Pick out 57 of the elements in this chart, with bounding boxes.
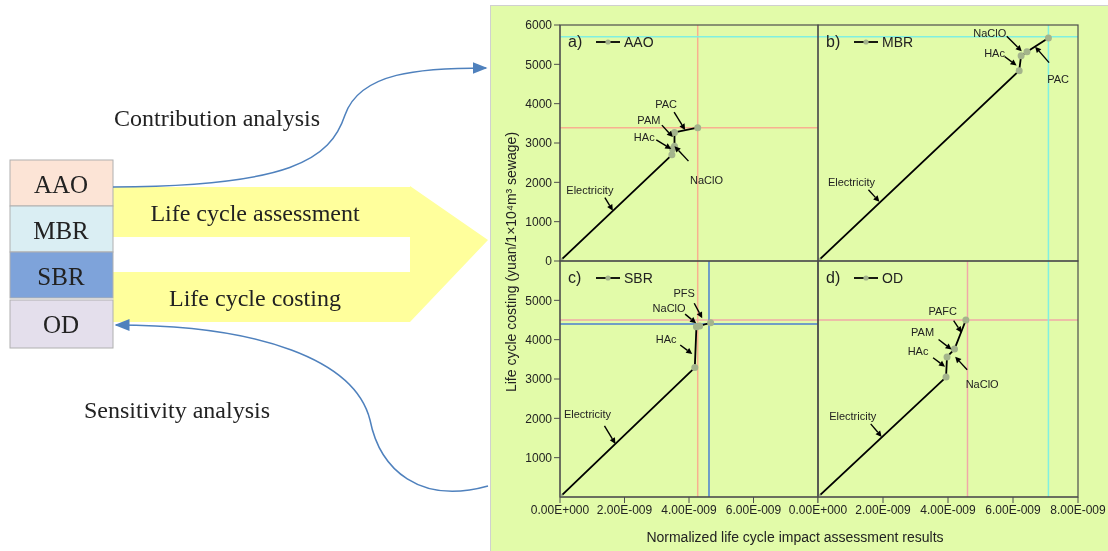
y-tick-label: 2000 bbox=[525, 175, 553, 190]
text: a) bbox=[568, 33, 583, 50]
text: d) bbox=[826, 269, 841, 286]
annotation: HAc bbox=[984, 46, 1006, 59]
text: Life cycle costing bbox=[169, 285, 341, 311]
annotation: NaClO bbox=[965, 377, 1000, 390]
text: c) bbox=[568, 269, 582, 286]
annotation: NaClO bbox=[652, 302, 687, 315]
y-tick-label: 4000 bbox=[525, 332, 553, 347]
annotation: Electricity bbox=[829, 409, 877, 422]
y-tick-label: 1000 bbox=[525, 450, 553, 465]
annotation: PAC bbox=[655, 98, 678, 111]
x-tick-label: 2.00E-009 bbox=[596, 502, 653, 517]
annotation: HAc bbox=[907, 344, 929, 357]
text: Sensitivity analysis bbox=[84, 397, 270, 423]
x-tick-label: 2.00E-009 bbox=[855, 502, 912, 517]
text: OD bbox=[42, 310, 80, 338]
y-tick-label: 3000 bbox=[525, 136, 553, 151]
x-tick-label: 4.00E-009 bbox=[661, 502, 718, 517]
x-tick-label: 4.00E-009 bbox=[920, 502, 977, 517]
text: SBR bbox=[37, 262, 85, 290]
y-tick-label: 5000 bbox=[525, 293, 553, 308]
annotation: Electricity bbox=[563, 407, 612, 420]
x-tick-label: 6.00E-009 bbox=[985, 502, 1042, 517]
x-tick-label: 6.00E-009 bbox=[725, 502, 782, 517]
text: Life cycle assessment bbox=[150, 200, 360, 226]
y-axis-title: Life cycle costing (yuan/1×10⁴m³ sewage) bbox=[503, 131, 519, 393]
annotation: PFS bbox=[673, 287, 695, 300]
x-tick-label: 0.00E+000 bbox=[788, 502, 848, 517]
x-axis-title: Normalized life cycle impact assessment results bbox=[646, 529, 944, 545]
legend-label: OD bbox=[882, 270, 903, 286]
annotation: NaClO bbox=[973, 27, 1007, 40]
y-tick-label: 6000 bbox=[525, 18, 553, 33]
legend-label: AAO bbox=[624, 34, 654, 50]
x-tick-label: 8.00E-009 bbox=[1050, 502, 1107, 517]
annotation: Electricity bbox=[566, 183, 614, 196]
annotation: PAM bbox=[911, 325, 935, 338]
legend-label: SBR bbox=[624, 270, 653, 286]
annotation: NaClO bbox=[689, 174, 724, 187]
text: AAO bbox=[33, 170, 89, 198]
legend-label: MBR bbox=[882, 34, 914, 50]
text: MBR bbox=[33, 216, 90, 244]
y-tick-label: 1000 bbox=[525, 214, 553, 229]
y-tick-label: 0 bbox=[545, 254, 553, 269]
y-tick-label: 3000 bbox=[525, 372, 553, 387]
annotation: Electricity bbox=[827, 175, 876, 188]
annotation: PAM bbox=[637, 114, 661, 127]
text: b) bbox=[826, 33, 841, 50]
y-tick-label: 2000 bbox=[525, 411, 553, 426]
y-tick-label: 4000 bbox=[525, 96, 553, 111]
annotation: HAc bbox=[655, 333, 678, 346]
text: Contribution analysis bbox=[114, 105, 320, 131]
x-tick-label: 0.00E+000 bbox=[530, 502, 590, 517]
y-tick-label: 5000 bbox=[525, 57, 553, 72]
annotation: PAFC bbox=[928, 304, 957, 317]
annotation: HAc bbox=[633, 130, 656, 143]
annotation: PAC bbox=[1047, 72, 1070, 85]
